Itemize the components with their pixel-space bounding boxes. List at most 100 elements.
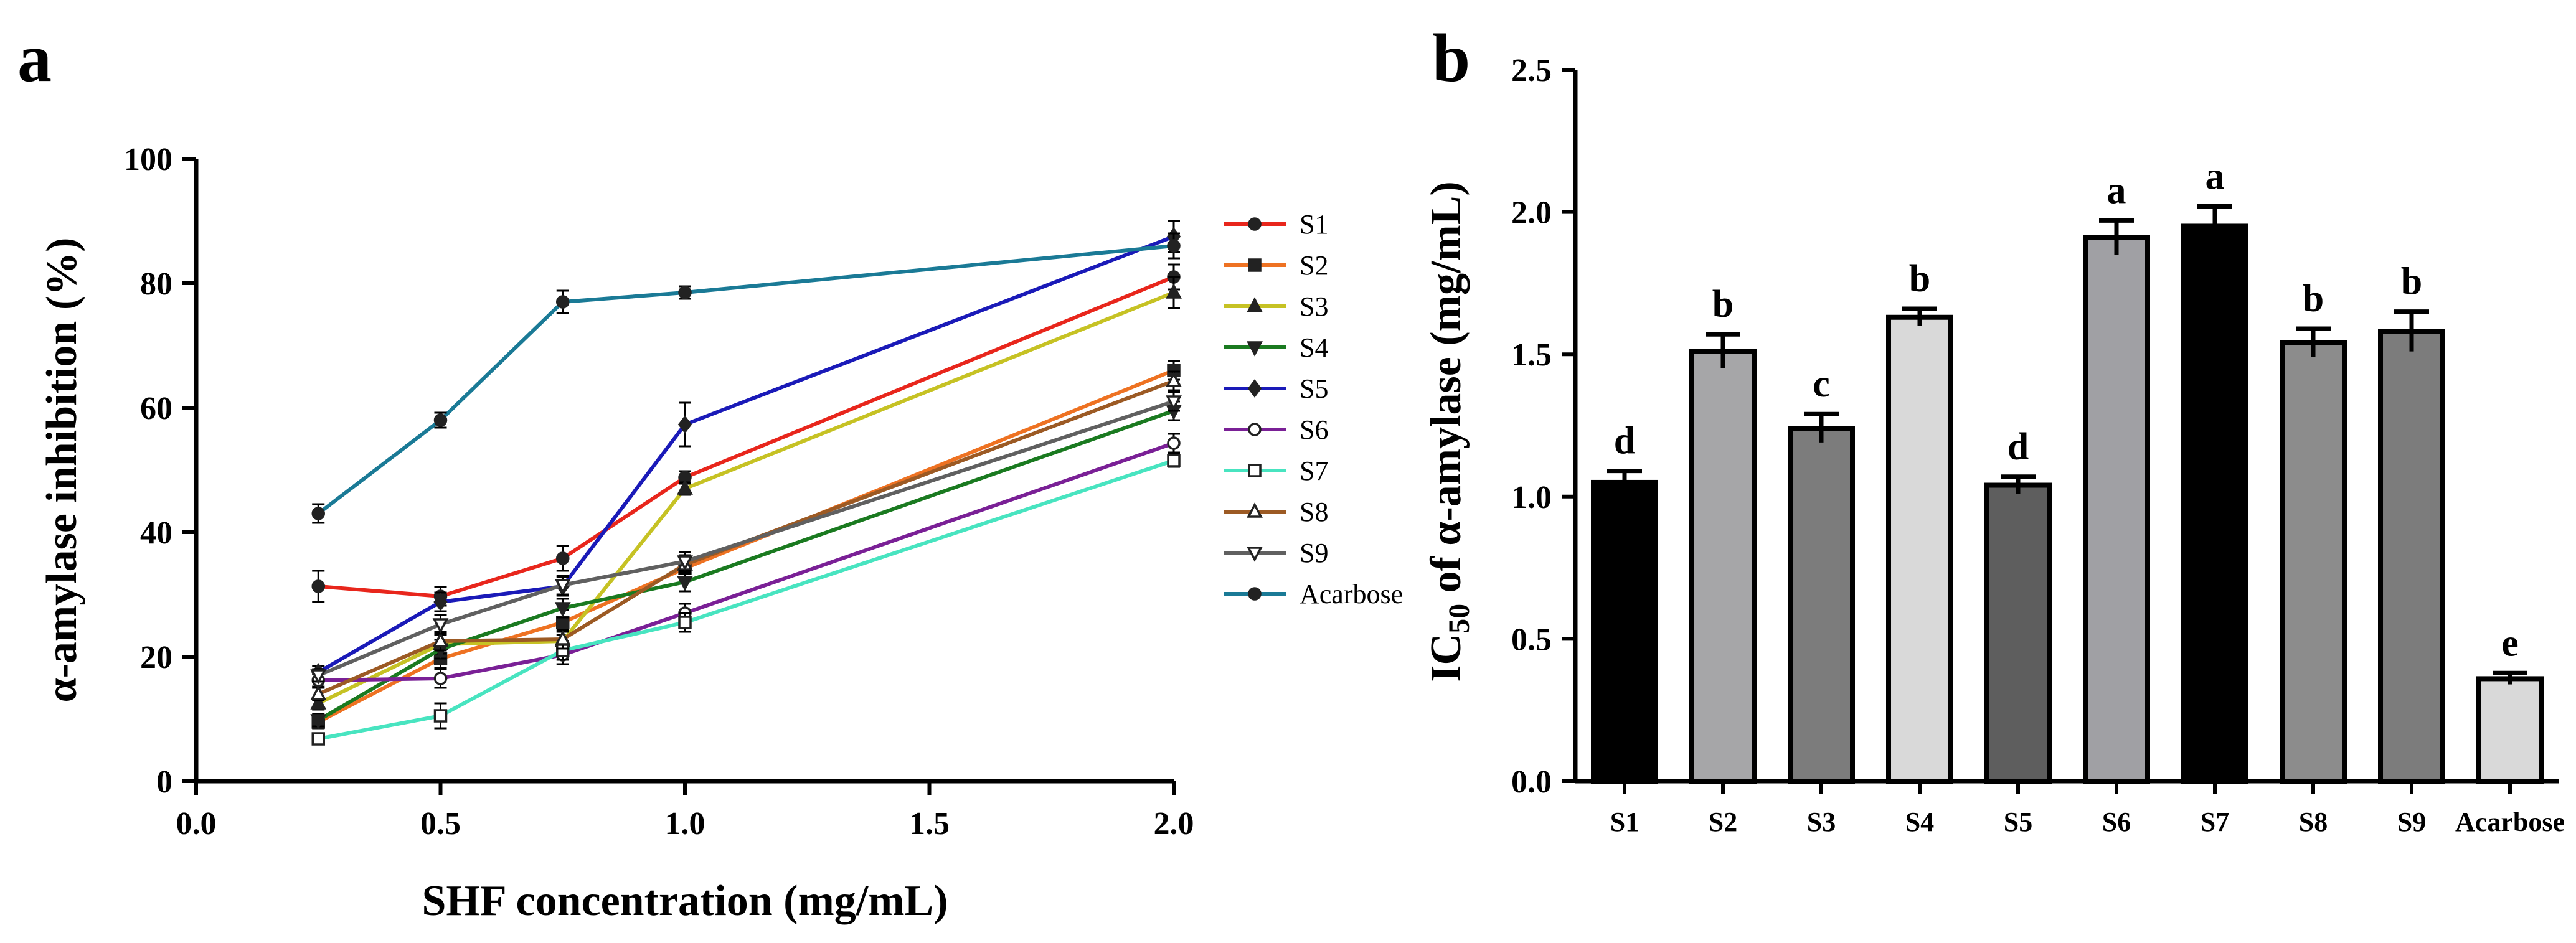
bar <box>2378 329 2445 784</box>
significance-letter: d <box>2007 426 2029 468</box>
marker <box>1166 395 1182 411</box>
significance-letter: b <box>1909 258 1930 300</box>
y-axis-title: α-amylase inhibition (%) <box>38 238 86 703</box>
bar <box>1984 482 2052 784</box>
marker <box>1167 239 1181 253</box>
legend-item: S5 <box>1224 373 1328 404</box>
x-tick-label: S4 <box>1905 807 1934 837</box>
marker <box>677 479 693 495</box>
marker <box>1167 436 1181 450</box>
series-s9 <box>310 391 1182 685</box>
legend-label: Acarbose <box>1300 579 1403 609</box>
marker <box>311 732 325 746</box>
y-axis-title-part: of α-amylase (mg/mL) <box>1422 181 1470 604</box>
y-tick-label: 20 <box>140 640 172 675</box>
legend-item: Acarbose <box>1224 579 1403 609</box>
y-axis-title: IC50 of α-amylase (mg/mL) <box>1422 181 1476 682</box>
x-tick-label: S6 <box>2102 807 2131 837</box>
panel-b-label: b <box>1432 20 1470 96</box>
marker <box>1248 423 1262 436</box>
legend-label: S9 <box>1300 538 1328 568</box>
marker <box>677 555 693 571</box>
x-tick-label: S1 <box>1610 807 1639 837</box>
significance-letter: c <box>1813 363 1830 405</box>
x-tick-label: 2.0 <box>1154 806 1194 842</box>
bar <box>1689 349 1757 784</box>
marker <box>1247 341 1263 357</box>
marker <box>1248 587 1262 601</box>
y-tick-label: 100 <box>124 142 172 177</box>
bar-group-s6: S6 a <box>2083 169 2150 837</box>
x-tick-label: S5 <box>2004 807 2032 837</box>
legend-item: S7 <box>1224 456 1328 486</box>
y-tick-label: 60 <box>140 391 172 426</box>
significance-letter: b <box>2401 261 2422 303</box>
x-tick-label: 0.5 <box>420 806 461 842</box>
legend-item: S8 <box>1224 497 1328 527</box>
y-tick-label: 80 <box>140 266 172 302</box>
legend-label: S4 <box>1300 332 1328 363</box>
bar <box>2476 676 2544 784</box>
x-tick-label: S3 <box>1807 807 1836 837</box>
marker <box>1247 547 1263 562</box>
marker <box>433 709 448 723</box>
legend-item: S1 <box>1224 209 1328 240</box>
y-tick-label: 1.5 <box>1511 337 1552 373</box>
x-tick-label: S9 <box>2397 807 2426 837</box>
x-axis-title: SHF concentration (mg/mL) <box>422 877 948 925</box>
legend-label: S6 <box>1300 415 1328 445</box>
marker <box>554 579 571 594</box>
bar-group-s4: S4 b <box>1886 258 1953 837</box>
y-tick-label: 40 <box>140 515 172 551</box>
series-s1 <box>311 263 1181 607</box>
x-tick-label: Acarbose <box>2455 807 2565 837</box>
legend-item: S9 <box>1224 538 1328 568</box>
marker <box>1166 372 1182 387</box>
y-axis-title-part: IC <box>1422 634 1470 682</box>
panel-a-label: a <box>17 20 52 96</box>
marker <box>1247 502 1263 518</box>
marker <box>310 714 327 730</box>
bar-group-s7: S7 a <box>2181 155 2248 837</box>
bar-group-s2: S2 b <box>1689 283 1757 837</box>
marker <box>310 669 327 685</box>
x-tick-label: S8 <box>2299 807 2328 837</box>
marker <box>678 616 692 629</box>
y-tick-label: 1.0 <box>1511 480 1552 515</box>
marker <box>432 618 449 634</box>
bar <box>1591 479 1658 784</box>
y-tick-label: 2.0 <box>1511 195 1552 231</box>
x-tick-label: 1.0 <box>665 806 705 842</box>
significance-letter: e <box>2501 622 2519 664</box>
marker <box>433 672 448 685</box>
legend-label: S5 <box>1300 373 1328 404</box>
legend: S1 S2 S3 S4 S5 S6 S7 S8 S9 Acarbose <box>1224 209 1403 609</box>
marker <box>556 295 570 309</box>
bar-group-s5: S5 d <box>1984 426 2052 837</box>
legend-label: S3 <box>1300 291 1328 322</box>
marker <box>677 415 692 434</box>
significance-letter: b <box>1712 283 1734 326</box>
marker <box>1248 464 1262 477</box>
legend-item: S3 <box>1224 291 1328 322</box>
marker <box>1167 454 1181 467</box>
series-s5 <box>311 220 1181 682</box>
bar-group-s9: S9 b <box>2378 261 2445 837</box>
marker <box>677 576 693 591</box>
marker <box>433 413 448 427</box>
series-line <box>318 275 1175 598</box>
significance-letter: b <box>2303 278 2324 320</box>
bar <box>2083 235 2150 784</box>
legend-label: S2 <box>1300 250 1328 281</box>
bar-group-s1: S1 d <box>1591 420 1658 837</box>
series-line <box>317 409 1174 722</box>
bar-group-s3: S3 c <box>1788 363 1855 837</box>
y-tick-label: 2.5 <box>1511 53 1552 88</box>
x-tick-label: 1.5 <box>909 806 950 842</box>
marker <box>1248 258 1262 272</box>
series-s7 <box>311 453 1181 746</box>
x-tick-label: S2 <box>1709 807 1737 837</box>
marker <box>311 507 325 520</box>
marker <box>554 630 571 645</box>
series-s8 <box>310 370 1182 701</box>
